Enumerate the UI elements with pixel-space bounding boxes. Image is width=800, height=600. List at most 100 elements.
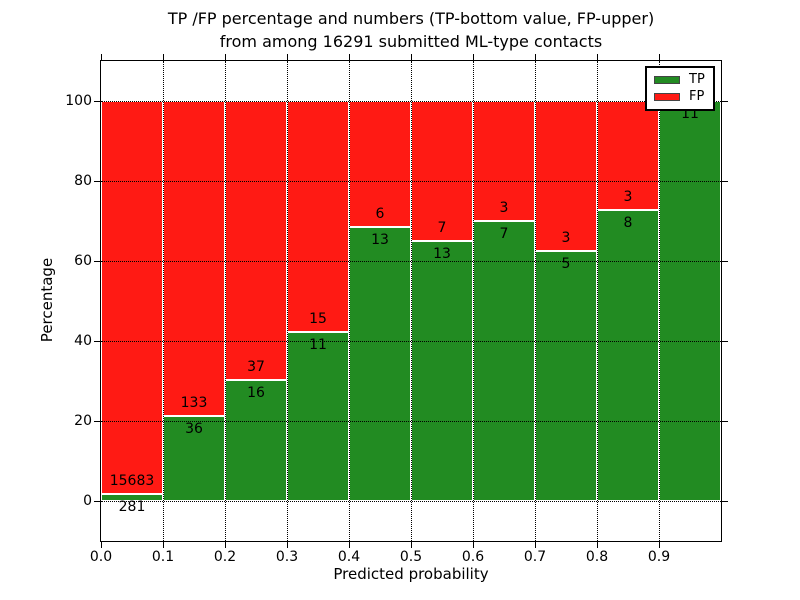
y-tick-label: 40 bbox=[74, 333, 92, 349]
legend-label-tp: TP bbox=[689, 72, 705, 87]
annotation-fp-count: 7 bbox=[437, 220, 447, 236]
x-tick-label: 0.3 bbox=[275, 549, 299, 565]
x-tick-label: 0.2 bbox=[213, 549, 237, 565]
gridline-vertical bbox=[411, 61, 412, 541]
x-tick-label: 0.7 bbox=[523, 549, 547, 565]
plot-area: 15683 281 133 36 37 16 15 11 6 13 7 13 3 7 3 5 3 8 11 0 20 40… bbox=[65, 54, 728, 565]
x-tick-label: 0.5 bbox=[399, 549, 423, 565]
y-tick-label: 80 bbox=[74, 173, 92, 189]
x-tick-mark-top bbox=[348, 54, 350, 60]
x-tick-mark bbox=[534, 542, 536, 548]
x-tick-label: 0.1 bbox=[151, 549, 175, 565]
bar-segment-tp bbox=[287, 331, 349, 501]
y-tick-label: 60 bbox=[74, 253, 92, 269]
bar-segment-tp bbox=[411, 241, 473, 501]
gridline-vertical bbox=[597, 61, 598, 541]
bar-segment-fp bbox=[225, 101, 287, 381]
bar-segment-tp bbox=[349, 227, 411, 501]
chart-title-line1: TP /FP percentage and numbers (TP-bottom… bbox=[167, 9, 655, 28]
bar-segment-tp bbox=[101, 493, 163, 501]
x-tick-mark bbox=[286, 542, 288, 548]
x-tick-mark bbox=[162, 542, 164, 548]
y-tick-mark bbox=[94, 180, 100, 182]
annotation-fp-count: 37 bbox=[247, 359, 265, 376]
x-tick-mark bbox=[224, 542, 226, 548]
x-tick-mark bbox=[348, 542, 350, 548]
y-tick-label: 100 bbox=[65, 93, 92, 109]
y-tick-mark bbox=[94, 260, 100, 262]
gridline-vertical bbox=[535, 61, 536, 541]
y-tick-mark-right bbox=[722, 500, 728, 502]
gridline-vertical bbox=[473, 61, 474, 541]
bar-segment-fp bbox=[597, 101, 659, 211]
y-tick-label: 0 bbox=[83, 493, 92, 509]
annotation-fp-count: 15 bbox=[309, 310, 327, 327]
chart-title-line2: from among 16291 submitted ML-type conta… bbox=[219, 32, 603, 51]
x-tick-mark-top bbox=[658, 54, 660, 60]
annotation-tp-count: 36 bbox=[185, 420, 203, 437]
x-tick-label: 0.4 bbox=[337, 549, 361, 565]
annotation-fp-count: 15683 bbox=[109, 472, 155, 489]
annotation-tp-count: 13 bbox=[433, 246, 451, 262]
y-tick-mark bbox=[94, 340, 100, 342]
annotation-fp-count: 3 bbox=[623, 189, 633, 206]
gridline-vertical bbox=[287, 61, 288, 541]
fp-swatch-icon bbox=[654, 93, 680, 101]
x-tick-mark bbox=[472, 542, 474, 548]
annotation-tp-count: 7 bbox=[499, 226, 509, 242]
x-tick-mark-top bbox=[596, 54, 598, 60]
x-tick-label: 0.8 bbox=[585, 549, 609, 565]
legend-entry-fp: FP bbox=[654, 90, 706, 104]
x-tick-mark-top bbox=[286, 54, 288, 60]
annotation-tp-count: 8 bbox=[623, 215, 633, 232]
x-tick-mark bbox=[658, 542, 660, 548]
annotation-tp-count: 13 bbox=[371, 232, 389, 249]
x-tick-mark-top bbox=[162, 54, 164, 60]
gridline-vertical bbox=[225, 61, 226, 541]
annotation-fp-count: 6 bbox=[375, 206, 385, 223]
y-tick-mark-right bbox=[722, 340, 728, 342]
legend-label-fp: FP bbox=[689, 89, 705, 104]
annotation-tp-count: 11 bbox=[309, 336, 327, 353]
x-tick-mark bbox=[100, 542, 102, 548]
bar-segment-fp bbox=[411, 101, 473, 241]
annotation-tp-count: 281 bbox=[118, 498, 146, 515]
x-tick-mark bbox=[596, 542, 598, 548]
gridline-vertical bbox=[349, 61, 350, 541]
y-tick-mark-right bbox=[722, 100, 728, 102]
bar-segment-tp bbox=[473, 221, 535, 501]
annotation-tp-count: 5 bbox=[561, 256, 571, 272]
x-tick-mark-top bbox=[472, 54, 474, 60]
annotation-fp-count: 3 bbox=[499, 200, 509, 216]
bar-segment-fp bbox=[535, 101, 597, 251]
bar-segment-tp bbox=[659, 101, 721, 501]
chart-title: TP /FP percentage and numbers (TP-bottom… bbox=[100, 7, 722, 53]
x-tick-mark-top bbox=[224, 54, 226, 60]
legend-box: TP FP bbox=[645, 66, 715, 111]
x-tick-mark-top bbox=[410, 54, 412, 60]
legend-entry-tp: TP bbox=[654, 73, 706, 87]
tp-swatch-icon bbox=[654, 76, 680, 84]
y-tick-mark-right bbox=[722, 180, 728, 182]
annotation-tp-count: 16 bbox=[247, 385, 265, 402]
bar-segment-fp bbox=[287, 101, 349, 332]
x-tick-label: 0.9 bbox=[647, 549, 671, 565]
bar-segment-tp bbox=[535, 251, 597, 501]
x-tick-label: 0.0 bbox=[89, 549, 113, 565]
y-tick-mark-right bbox=[722, 420, 728, 422]
bar-segment-fp bbox=[163, 101, 225, 416]
bar-segment-tp bbox=[597, 210, 659, 501]
y-tick-mark bbox=[94, 420, 100, 422]
y-tick-mark bbox=[94, 100, 100, 102]
x-tick-mark bbox=[410, 542, 412, 548]
gridline-vertical bbox=[163, 61, 164, 541]
annotation-fp-count: 133 bbox=[180, 394, 208, 411]
y-tick-label: 20 bbox=[74, 413, 92, 429]
y-tick-mark bbox=[94, 500, 100, 502]
y-tick-mark-right bbox=[722, 260, 728, 262]
x-axis-label: Predicted probability bbox=[333, 565, 489, 583]
x-tick-mark-top bbox=[534, 54, 536, 60]
x-tick-mark-top bbox=[100, 54, 102, 60]
bar-segment-fp bbox=[101, 101, 163, 494]
